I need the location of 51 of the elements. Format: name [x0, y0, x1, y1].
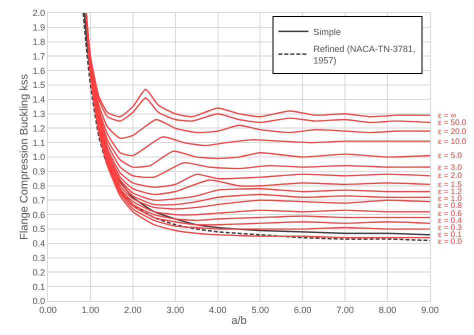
series-label: ε = ∞: [438, 111, 457, 120]
series-label: ε = 10.0: [438, 137, 467, 146]
y-tick-label: 1.9: [32, 22, 46, 33]
x-tick-label: 3.00: [166, 304, 184, 315]
y-tick-label: 1.8: [32, 36, 46, 47]
y-tick-label: 0.8: [32, 180, 46, 191]
series-label: ε = 0.3: [438, 223, 462, 232]
series-label: ε = 1.0: [438, 194, 462, 203]
series-label: ε = 0.4: [438, 216, 462, 225]
y-axis-title: Flange Compression Buckling kss: [18, 74, 30, 240]
series-label: ε = 2.0: [438, 171, 462, 180]
x-tick-label: 6.00: [294, 304, 312, 315]
series-label: ε = 1.2: [438, 187, 462, 196]
y-tick-label: 1.7: [32, 51, 46, 62]
y-tick-label: 0.3: [32, 252, 46, 263]
x-tick-label: 2.00: [124, 304, 142, 315]
y-tick-label: 1.4: [32, 94, 46, 105]
y-tick-label: 0.2: [32, 267, 46, 278]
y-tick-label: 1.3: [32, 108, 46, 119]
series-label: ε = 3.0: [438, 163, 462, 172]
y-tick-label: 0.6: [32, 210, 46, 220]
y-tick-label: 1.1: [32, 138, 46, 148]
series-label: ε = 0.0: [438, 237, 462, 246]
y-tick-label: 1.5: [32, 80, 46, 90]
legend-label: Simple: [313, 26, 341, 37]
y-tick-label: 1.0: [32, 152, 46, 162]
y-tick-label: 2.0: [32, 8, 46, 18]
series-label: ε = 0.1: [438, 230, 462, 239]
y-tick-label: 0.1: [32, 282, 46, 292]
y-tick-label: 0.4: [32, 238, 46, 249]
x-tick-label: 7.00: [336, 304, 354, 315]
y-tick-label: 0.0: [32, 296, 46, 306]
x-tick-label: 8.00: [378, 304, 396, 315]
series-label: ε = 0.8: [438, 201, 462, 210]
x-axis-title: a/b: [231, 315, 247, 327]
y-tick-label: 0.7: [32, 195, 46, 206]
x-tick-label: 9.00: [421, 304, 439, 315]
legend-label: Refined (NACA-TN-3781, 1957): [313, 44, 416, 66]
series-label: ε = 1.5: [438, 180, 462, 189]
y-tick-label: 0.5: [32, 224, 46, 234]
y-tick-label: 0.9: [32, 166, 46, 177]
series-label: ε = 5.0: [438, 151, 462, 160]
y-tick-label: 1.2: [32, 123, 46, 134]
x-tick-label: 5.00: [251, 304, 269, 315]
series-label: ε = 20.0: [438, 127, 467, 136]
x-tick-label: 0.00: [39, 304, 57, 315]
x-tick-label: 1.00: [82, 304, 100, 315]
series-label: ε = 0.6: [438, 209, 462, 218]
y-tick-label: 1.6: [32, 66, 46, 76]
x-tick-label: 4.00: [209, 304, 227, 315]
series-label: ε = 50.0: [438, 118, 467, 127]
